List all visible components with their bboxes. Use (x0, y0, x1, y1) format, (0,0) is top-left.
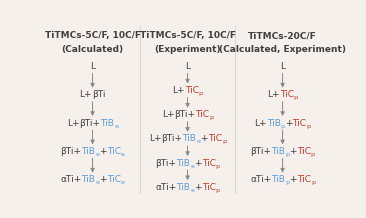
Text: L+: L+ (67, 119, 79, 128)
Text: +: + (99, 147, 107, 156)
Text: βTi+: βTi+ (250, 147, 271, 156)
Text: αTi+: αTi+ (250, 175, 271, 184)
Text: p: p (311, 152, 315, 157)
Text: TiB: TiB (100, 119, 114, 128)
Text: TiB: TiB (82, 175, 96, 184)
Text: +: + (290, 175, 297, 184)
Text: +: + (194, 183, 202, 192)
Text: L: L (90, 62, 95, 71)
Text: e: e (121, 180, 125, 185)
Text: e: e (114, 124, 118, 129)
Text: L+: L+ (79, 90, 92, 99)
Text: TiB: TiB (267, 119, 281, 128)
Text: βTi+: βTi+ (60, 147, 81, 156)
Text: αTi+: αTi+ (155, 183, 176, 192)
Text: e: e (190, 164, 194, 169)
Text: TiC: TiC (202, 159, 216, 168)
Text: p: p (281, 124, 285, 129)
Text: TiB: TiB (271, 175, 285, 184)
Text: TiTMCs-20C/F: TiTMCs-20C/F (248, 31, 317, 40)
Text: TiC: TiC (297, 147, 311, 156)
Text: e: e (121, 152, 125, 157)
Text: L+: L+ (267, 90, 280, 99)
Text: e: e (95, 152, 99, 157)
Text: e: e (96, 180, 99, 185)
Text: p: p (216, 164, 220, 169)
Text: p: p (209, 115, 213, 120)
Text: (Experiment): (Experiment) (154, 46, 221, 54)
Text: L+: L+ (254, 119, 267, 128)
Text: TiB: TiB (176, 159, 190, 168)
Text: p: p (199, 91, 203, 96)
Text: L: L (185, 62, 190, 71)
Text: p: p (294, 95, 298, 100)
Text: βTi+: βTi+ (155, 159, 176, 168)
Text: p: p (285, 152, 289, 157)
Text: L: L (280, 62, 285, 71)
Text: +: + (194, 159, 202, 168)
Text: L+: L+ (162, 110, 174, 119)
Text: TiC: TiC (292, 119, 307, 128)
Text: (Calculated): (Calculated) (61, 46, 124, 54)
Text: TiTMCs-5C/F, 10C/F: TiTMCs-5C/F, 10C/F (45, 31, 141, 40)
Text: TiB: TiB (81, 147, 95, 156)
Text: TiB: TiB (183, 135, 197, 143)
Text: αTi+: αTi+ (60, 175, 82, 184)
Text: TiB: TiB (271, 147, 285, 156)
Text: p: p (307, 124, 311, 129)
Text: L+: L+ (149, 135, 161, 143)
Text: p: p (285, 180, 290, 185)
Text: p: p (216, 188, 220, 193)
Text: (Calculated, Experiment): (Calculated, Experiment) (219, 46, 346, 54)
Text: TiC: TiC (107, 147, 121, 156)
Text: TiTMCs-5C/F, 10C/F: TiTMCs-5C/F, 10C/F (139, 31, 236, 40)
Text: +: + (289, 147, 297, 156)
Text: p: p (222, 140, 226, 145)
Text: +: + (285, 119, 292, 128)
Text: TiC: TiC (195, 110, 209, 119)
Text: βTi+: βTi+ (79, 119, 100, 128)
Text: e: e (197, 140, 201, 145)
Text: L+: L+ (172, 86, 185, 95)
Text: p: p (311, 180, 315, 185)
Text: βTi+: βTi+ (174, 110, 195, 119)
Text: TiC: TiC (202, 183, 216, 192)
Text: e: e (190, 188, 194, 193)
Text: +: + (99, 175, 107, 184)
Text: +: + (201, 135, 208, 143)
Text: TiC: TiC (107, 175, 121, 184)
Text: TiC: TiC (280, 90, 294, 99)
Text: βTi+: βTi+ (161, 135, 183, 143)
Text: TiC: TiC (208, 135, 222, 143)
Text: TiC: TiC (297, 175, 311, 184)
Text: βTi: βTi (92, 90, 105, 99)
Text: TiB: TiB (176, 183, 190, 192)
Text: TiC: TiC (185, 86, 199, 95)
